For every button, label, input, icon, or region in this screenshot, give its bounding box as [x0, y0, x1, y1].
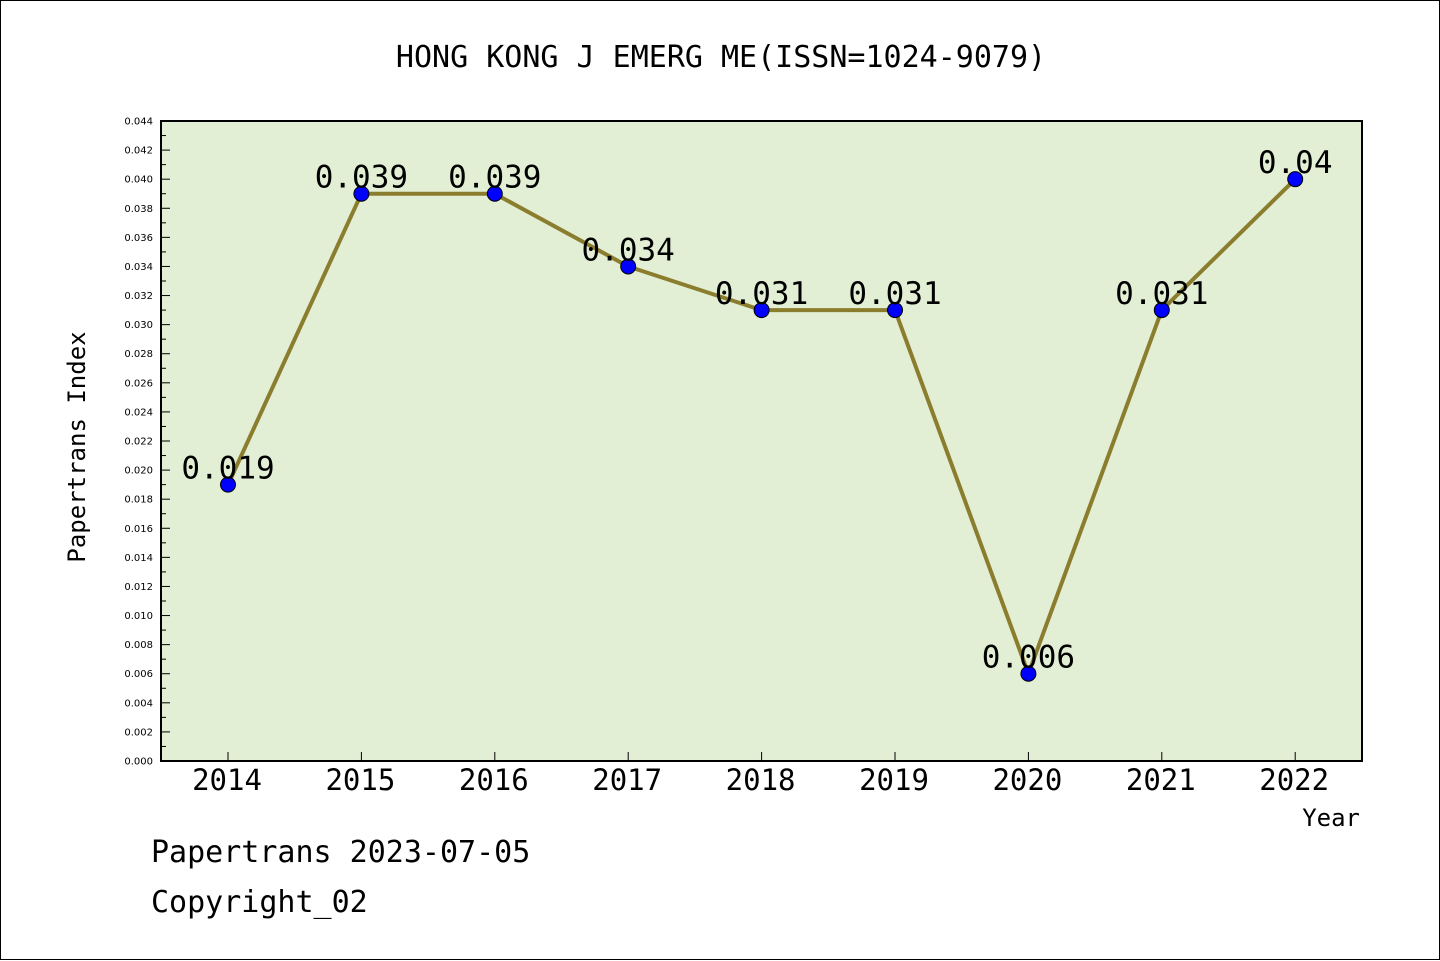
data-label: 0.031 [1115, 276, 1208, 312]
x-tick-label: 2022 [1259, 763, 1329, 797]
y-tick-label: 0.028 [124, 349, 153, 360]
y-tick-label: 0.024 [124, 407, 153, 418]
series [220, 171, 1304, 682]
x-tick-label: 2014 [192, 763, 262, 797]
data-label: 0.034 [582, 232, 675, 268]
y-tick-label: 0.020 [124, 466, 153, 477]
y-tick-label: 0.008 [124, 640, 153, 651]
y-tick-label: 0.018 [124, 495, 153, 506]
y-tick-label: 0.010 [124, 611, 153, 622]
y-tick-label: 0.004 [124, 698, 153, 709]
x-tick-label: 2016 [459, 763, 529, 797]
y-tick-label: 0.022 [124, 437, 153, 448]
data-point [486, 185, 503, 202]
data-label: 0.039 [315, 160, 408, 196]
data-labels: 0.019 0.039 0.039 0.034 0.031 0.031 0.006 0.031… [181, 145, 1332, 676]
x-tick-label: 2020 [992, 763, 1062, 797]
data-point [1020, 665, 1037, 682]
data-label: 0.006 [982, 640, 1075, 676]
data-label: 0.031 [848, 276, 941, 312]
y-axis: 0.000 0.002 0.004 0.006 0.008 0.010 0.012 0.014… [124, 117, 170, 768]
footer-copyright: Copyright_02 [151, 885, 368, 920]
data-point [620, 258, 637, 275]
x-tick-label: 2019 [859, 763, 929, 797]
x-tick-label: 2017 [592, 763, 662, 797]
x-tick-label: 2018 [726, 763, 796, 797]
data-point [353, 185, 370, 202]
y-tick-label: 0.000 [124, 757, 153, 768]
footer-date: Papertrans 2023-07-05 [151, 835, 531, 870]
y-tick-label: 0.006 [124, 669, 153, 680]
y-tick-label: 0.044 [124, 117, 153, 128]
y-tick-label: 0.026 [124, 378, 153, 389]
data-point [753, 302, 770, 319]
y-tick-label: 0.042 [124, 146, 153, 157]
x-axis: 2014 2015 2016 2017 2018 2019 2020 2021 2022 [192, 752, 1329, 797]
y-tick-label: 0.034 [124, 262, 153, 273]
x-tick-label: 2015 [325, 763, 395, 797]
y-tick-label: 0.038 [124, 204, 153, 215]
y-axis-label: Papertrans Index [63, 331, 91, 562]
data-label: 0.019 [181, 451, 274, 487]
data-point [220, 476, 236, 493]
y-tick-label: 0.002 [124, 727, 153, 738]
y-tick-label: 0.016 [124, 524, 153, 535]
data-label: 0.031 [715, 276, 808, 312]
x-tick-label: 2021 [1126, 763, 1196, 797]
chart-title: HONG KONG J EMERG ME(ISSN=1024-9079) [396, 40, 1046, 75]
plot-area [160, 120, 1363, 762]
y-tick-label: 0.014 [124, 553, 153, 564]
data-point [1287, 171, 1304, 188]
y-tick-label: 0.012 [124, 582, 153, 593]
data-point [1153, 302, 1170, 319]
y-tick-label: 0.036 [124, 233, 153, 244]
data-label: 0.04 [1258, 145, 1333, 181]
data-point [887, 302, 903, 319]
y-tick-label: 0.032 [124, 291, 153, 302]
data-label: 0.039 [448, 160, 541, 196]
y-tick-label: 0.040 [124, 175, 153, 186]
x-axis-label: Year [1302, 804, 1360, 832]
y-tick-label: 0.030 [124, 320, 153, 331]
